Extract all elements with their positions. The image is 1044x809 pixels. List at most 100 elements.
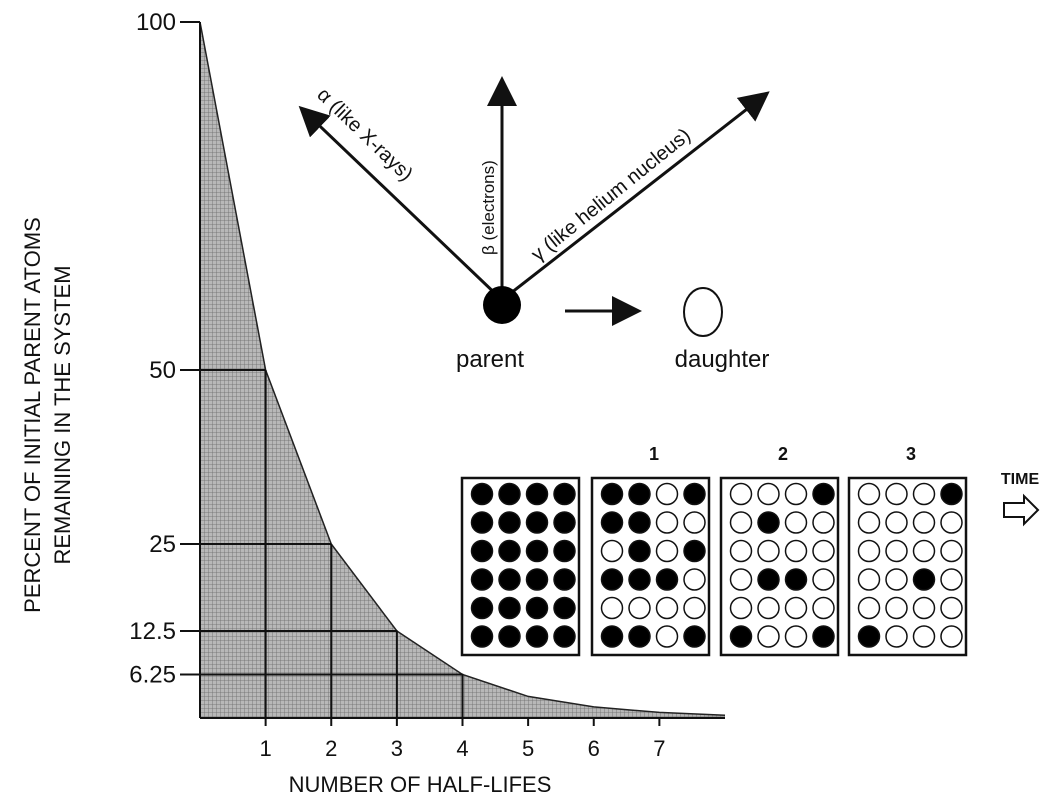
- x-axis-label: NUMBER OF HALF-LIFES: [289, 772, 552, 797]
- atom: [629, 569, 650, 590]
- atom: [813, 512, 834, 533]
- atom: [657, 484, 678, 505]
- y-tick-label: 25: [149, 531, 176, 558]
- atom: [941, 541, 962, 562]
- atom: [554, 569, 575, 590]
- decay-diagram: [303, 82, 765, 311]
- atom: [786, 512, 807, 533]
- atom: [554, 626, 575, 647]
- atom: [499, 569, 520, 590]
- atom: [472, 512, 493, 533]
- daughter-label: daughter: [675, 346, 770, 373]
- atom: [554, 512, 575, 533]
- atom: [657, 598, 678, 619]
- atom: [554, 484, 575, 505]
- atom: [859, 569, 880, 590]
- atom: [602, 512, 623, 533]
- beta-label: β (electrons): [479, 160, 498, 255]
- atom: [602, 626, 623, 647]
- x-tick-label: 7: [653, 736, 665, 761]
- atom: [941, 484, 962, 505]
- atom: [602, 484, 623, 505]
- atom: [472, 598, 493, 619]
- time-label: TIME: [1001, 471, 1040, 488]
- atom: [629, 484, 650, 505]
- y-tick-label: 12.5: [129, 618, 176, 645]
- atom: [859, 484, 880, 505]
- atom: [914, 512, 935, 533]
- atom: [886, 569, 907, 590]
- atom: [914, 569, 935, 590]
- step-label: 3: [906, 444, 916, 464]
- atom: [731, 569, 752, 590]
- x-tick-label: 3: [391, 736, 403, 761]
- gamma-label: γ (like helium nucleus): [527, 124, 695, 266]
- atom-boxes: 1 2 3: [462, 444, 966, 655]
- atom: [786, 626, 807, 647]
- atom: [941, 569, 962, 590]
- atom: [914, 626, 935, 647]
- atom: [859, 626, 880, 647]
- step-label: 1: [649, 444, 659, 464]
- atom: [914, 484, 935, 505]
- atom: [684, 626, 705, 647]
- x-tick-label: 5: [522, 736, 534, 761]
- atom: [629, 541, 650, 562]
- atom: [886, 598, 907, 619]
- atom: [758, 541, 779, 562]
- gamma-arrow: [502, 95, 765, 300]
- alpha-arrow: [303, 110, 502, 300]
- atom: [499, 484, 520, 505]
- atom: [813, 569, 834, 590]
- atom: [629, 598, 650, 619]
- atom: [731, 512, 752, 533]
- atom: [684, 541, 705, 562]
- atom: [941, 598, 962, 619]
- atom: [786, 541, 807, 562]
- atom: [758, 569, 779, 590]
- y-tick-label: 6.25: [129, 662, 176, 689]
- atom: [941, 512, 962, 533]
- x-tick-label: 6: [588, 736, 600, 761]
- atom: [731, 541, 752, 562]
- atom: [527, 598, 548, 619]
- atom: [731, 598, 752, 619]
- atom: [554, 598, 575, 619]
- atom: [731, 626, 752, 647]
- atom: [758, 626, 779, 647]
- atom: [629, 512, 650, 533]
- atom: [602, 598, 623, 619]
- y-axis-label: PERCENT OF INITIAL PARENT ATOMS: [20, 217, 45, 613]
- atom: [786, 484, 807, 505]
- atom: [657, 569, 678, 590]
- atom: [914, 541, 935, 562]
- y-tick-label: 100: [136, 9, 176, 36]
- atom: [527, 512, 548, 533]
- atom: [786, 569, 807, 590]
- x-tick-label: 4: [456, 736, 468, 761]
- atom: [554, 541, 575, 562]
- atom: [813, 626, 834, 647]
- atom: [731, 484, 752, 505]
- atom: [684, 484, 705, 505]
- atom: [886, 484, 907, 505]
- atom: [813, 541, 834, 562]
- atom: [527, 626, 548, 647]
- x-tick-label: 1: [260, 736, 272, 761]
- atom: [472, 484, 493, 505]
- atom: [684, 569, 705, 590]
- time-arrow: [1004, 496, 1038, 524]
- atom: [786, 598, 807, 619]
- atom: [758, 512, 779, 533]
- atom: [886, 512, 907, 533]
- atom: [657, 626, 678, 647]
- step-label: 2: [778, 444, 788, 464]
- y-axis-label: REMAINING IN THE SYSTEM: [50, 265, 75, 564]
- atom: [758, 598, 779, 619]
- daughter-atom: [684, 288, 722, 336]
- atom: [527, 569, 548, 590]
- atom: [499, 541, 520, 562]
- atom: [602, 541, 623, 562]
- atom: [602, 569, 623, 590]
- atom: [657, 512, 678, 533]
